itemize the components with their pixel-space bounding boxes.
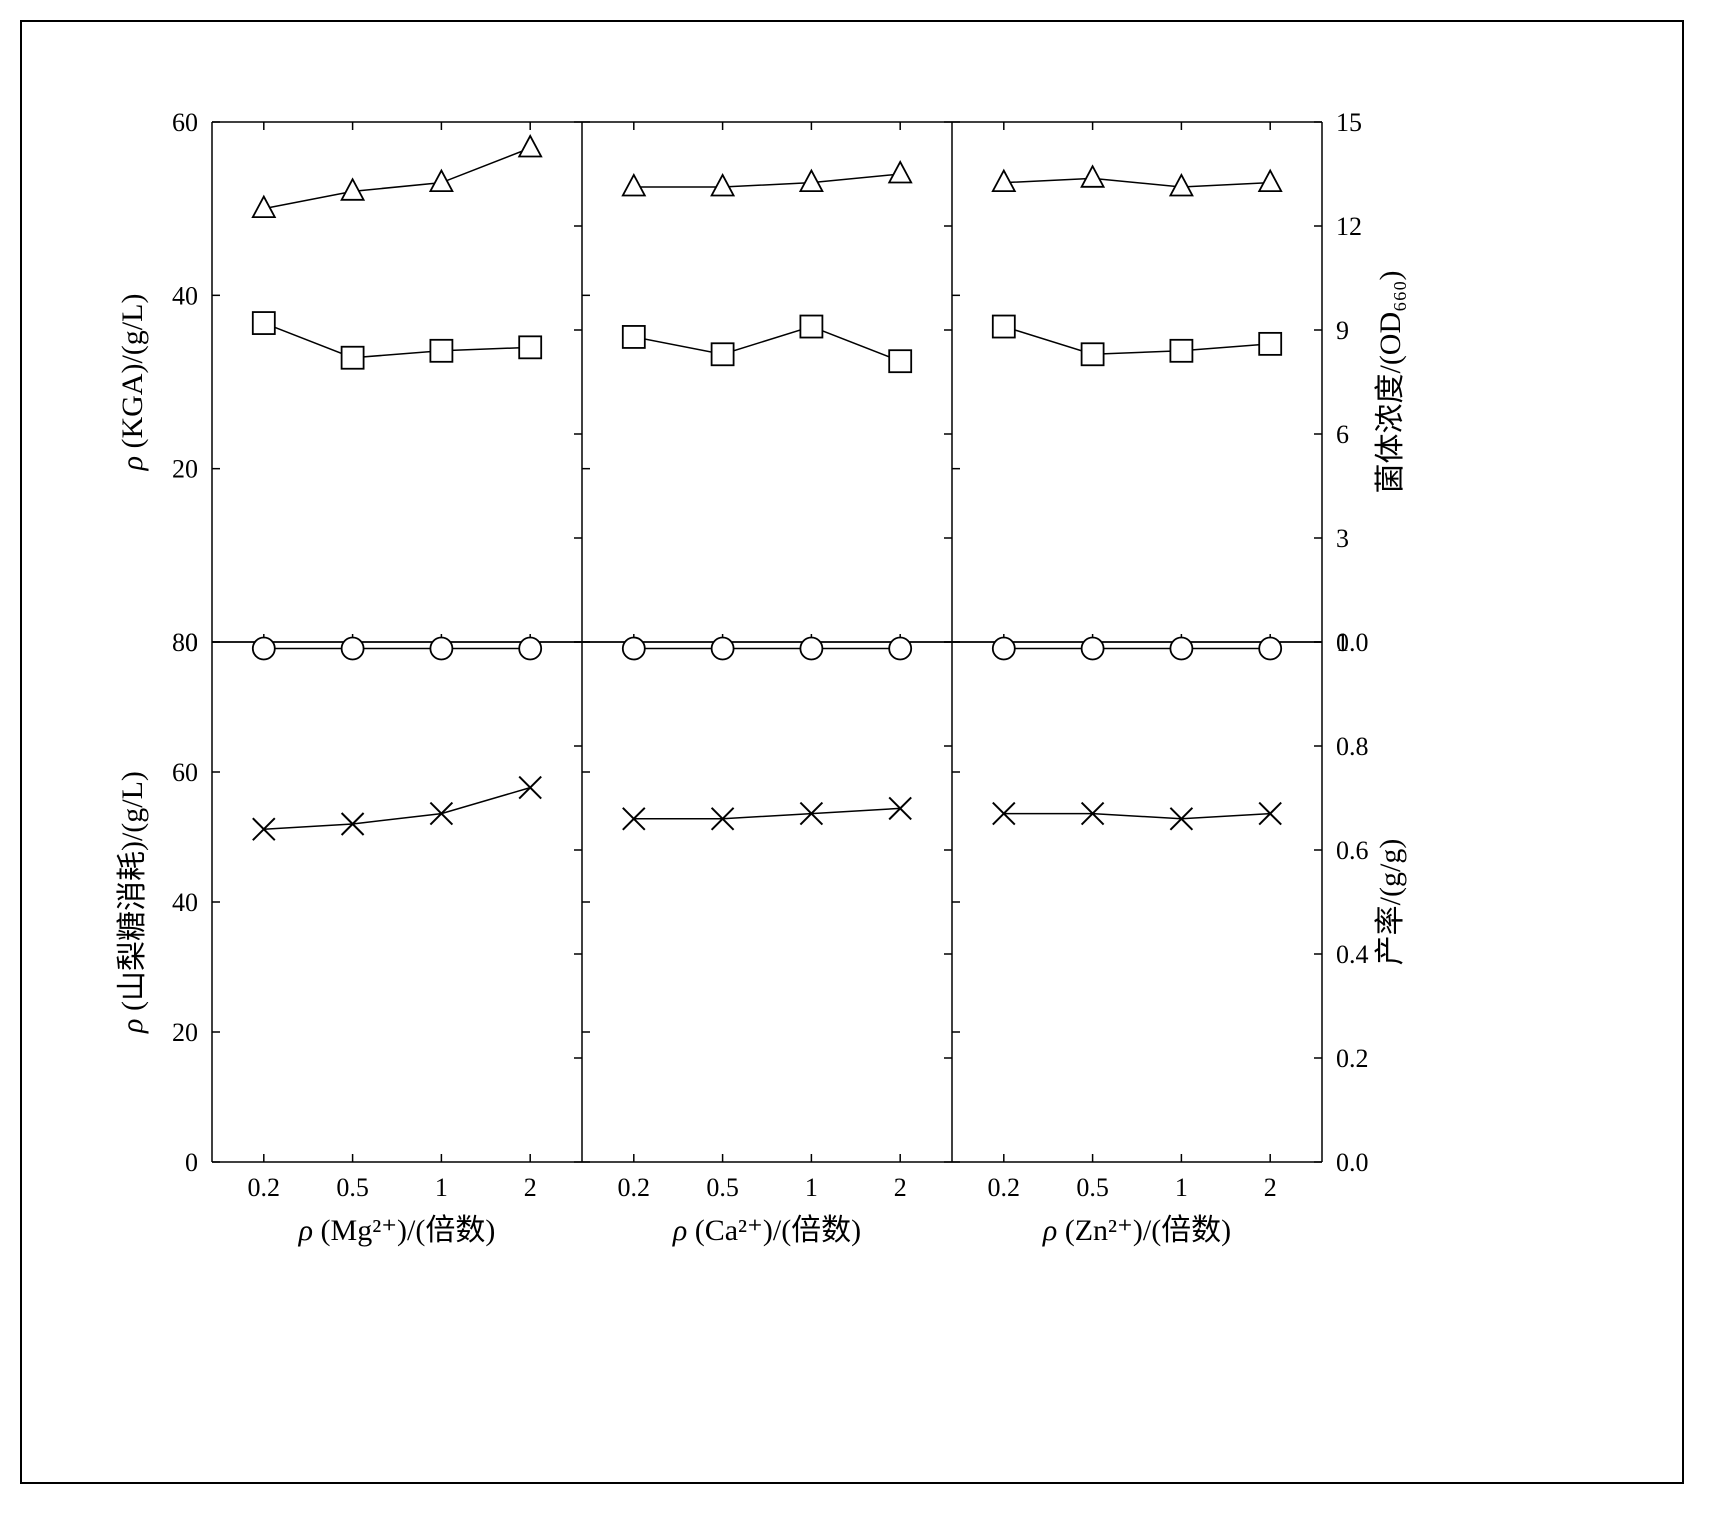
y-right-tick: 15 [1336, 108, 1362, 137]
x-tick-label: 2 [524, 1173, 537, 1202]
x-tick-label: 0.2 [988, 1173, 1021, 1202]
x-tick-label: 2 [1264, 1173, 1277, 1202]
kga-triangle [634, 174, 900, 187]
y-left-label: ρ (山梨糖消耗)/(g/L) [116, 771, 149, 1034]
chart-frame: 020406003691215ρ (KGA)/(g/L)菌体浓度/(OD₆₆₀)… [20, 20, 1684, 1484]
kga-triangle [264, 148, 530, 209]
x-tick-label: 1 [435, 1173, 448, 1202]
y-left-tick: 60 [172, 108, 198, 137]
x-axis-label: ρ (Ca²⁺)/(倍数) [672, 1214, 861, 1247]
yield-x [264, 788, 530, 830]
x-tick-label: 0.5 [1076, 1173, 1109, 1202]
y-right-tick: 6 [1336, 420, 1349, 449]
x-tick-label: 2 [894, 1173, 907, 1202]
od-square [1004, 327, 1270, 355]
multi-panel-chart: 020406003691215ρ (KGA)/(g/L)菌体浓度/(OD₆₆₀)… [102, 82, 1602, 1422]
x-tick-label: 0.5 [336, 1173, 369, 1202]
od-square [264, 323, 530, 358]
x-tick-label: 0.2 [618, 1173, 651, 1202]
y-right-tick: 0.2 [1336, 1044, 1369, 1073]
y-left-tick: 20 [172, 1018, 198, 1047]
y-right-label: 菌体浓度/(OD₆₆₀) [1374, 270, 1407, 493]
x-axis-label: ρ (Zn²⁺)/(倍数) [1042, 1214, 1231, 1247]
x-axis-label: ρ (Mg²⁺)/(倍数) [298, 1214, 496, 1247]
x-tick-label: 0.2 [248, 1173, 280, 1202]
y-right-tick: 9 [1336, 316, 1349, 345]
yield-x [634, 808, 900, 818]
x-tick-label: 1 [805, 1173, 818, 1202]
y-right-tick: 3 [1336, 524, 1349, 553]
y-left-tick: 40 [172, 281, 198, 310]
y-right-tick: 0.4 [1336, 940, 1369, 969]
x-tick-label: 1 [1175, 1173, 1188, 1202]
x-tick-label: 0.5 [706, 1173, 739, 1202]
y-left-tick: 60 [172, 758, 198, 787]
od-square [634, 327, 900, 362]
y-right-label: 产率/(g/g) [1374, 839, 1407, 966]
y-left-tick: 80 [172, 628, 198, 657]
y-left-tick: 20 [172, 455, 198, 484]
y-left-tick: 40 [172, 888, 198, 917]
y-right-tick: 0.8 [1336, 732, 1369, 761]
yield-x [1004, 814, 1270, 819]
y-left-tick: 0 [185, 1148, 198, 1177]
y-right-tick: 12 [1336, 212, 1362, 241]
kga-triangle [1004, 178, 1270, 187]
y-right-tick: 0.0 [1336, 1148, 1369, 1177]
y-right-tick: 0.6 [1336, 836, 1369, 865]
y-left-label: ρ (KGA)/(g/L) [116, 294, 149, 472]
y-right-tick: 1.0 [1336, 628, 1369, 657]
